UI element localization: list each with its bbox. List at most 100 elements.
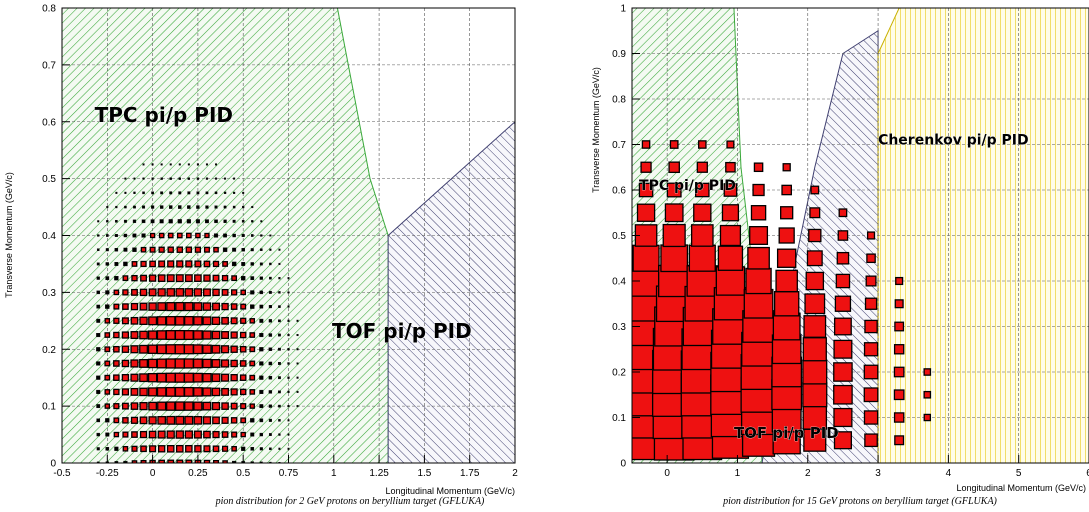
data-box: [174, 386, 185, 397]
data-box: [240, 317, 247, 324]
region-label: TPC pi/p PID: [639, 178, 736, 194]
figure-caption: pion distribution for 15 GeV protons on …: [722, 496, 997, 507]
data-box: [140, 274, 147, 282]
data-box: [187, 177, 191, 180]
data-box: [156, 387, 167, 397]
data-box: [175, 288, 185, 297]
data-box: [148, 430, 157, 439]
data-box: [230, 303, 238, 310]
data-box: [715, 266, 746, 296]
data-box: [239, 360, 247, 367]
data-box: [196, 163, 199, 166]
data-box: [241, 233, 245, 238]
data-box: [156, 330, 167, 340]
data-box: [160, 191, 164, 195]
plot-area: [62, 8, 515, 463]
data-box: [194, 445, 202, 453]
data-box: [96, 304, 101, 309]
data-box: [122, 303, 129, 310]
data-box: [124, 177, 127, 180]
data-box: [168, 205, 173, 209]
data-box: [221, 331, 230, 340]
data-box: [106, 220, 109, 223]
data-box: [139, 330, 148, 340]
data-box: [250, 262, 254, 266]
data-box: [141, 219, 146, 224]
data-box: [772, 312, 801, 341]
data-box: [287, 305, 290, 308]
x-tick-label: 0: [150, 468, 156, 479]
data-box: [115, 191, 118, 194]
data-box: [142, 163, 145, 166]
data-box: [96, 290, 100, 295]
data-box: [233, 177, 236, 180]
data-box: [259, 404, 264, 409]
data-box: [259, 389, 264, 394]
data-box: [175, 301, 185, 312]
data-box: [97, 234, 100, 237]
y-tick-label: 0.4: [42, 231, 56, 242]
data-box: [230, 359, 238, 368]
data-box: [184, 274, 193, 283]
y-tick-label: 0.5: [42, 174, 56, 185]
data-box: [250, 276, 255, 281]
data-box: [249, 403, 255, 409]
data-box: [157, 302, 167, 312]
data-box: [157, 288, 166, 297]
data-box: [184, 401, 194, 411]
data-box: [104, 346, 111, 353]
data-box: [278, 277, 281, 280]
data-box: [666, 182, 682, 198]
data-box: [158, 246, 165, 253]
data-box: [278, 248, 281, 251]
data-box: [148, 401, 157, 411]
data-box: [296, 405, 299, 408]
data-box: [104, 403, 111, 409]
data-box: [230, 388, 238, 396]
data-box: [232, 247, 237, 252]
data-box: [278, 333, 281, 337]
data-box: [296, 334, 299, 337]
x-tick-label: 5: [1016, 468, 1022, 479]
data-box: [278, 447, 281, 450]
y-tick-label: 0.2: [42, 345, 56, 356]
data-box: [221, 316, 229, 325]
data-box: [278, 347, 281, 351]
data-box: [833, 384, 853, 405]
data-box: [250, 248, 254, 252]
data-box: [241, 276, 246, 281]
data-box: [249, 318, 256, 324]
data-box: [232, 205, 236, 209]
x-tick-label: -0.25: [96, 468, 119, 479]
data-box: [115, 205, 118, 209]
data-box: [141, 233, 146, 238]
data-box: [893, 344, 905, 355]
data-box: [287, 419, 290, 422]
data-box: [268, 390, 273, 394]
data-box: [133, 205, 136, 209]
data-box: [130, 316, 139, 325]
data-box: [167, 232, 174, 239]
x-tick-label: 6: [1086, 468, 1089, 479]
data-box: [804, 293, 826, 315]
data-box: [194, 260, 202, 268]
data-box: [193, 302, 203, 312]
data-box: [221, 402, 229, 410]
data-box: [105, 290, 110, 295]
data-box: [775, 269, 798, 293]
data-box: [287, 390, 290, 394]
data-box: [185, 260, 193, 268]
data-box: [721, 204, 740, 222]
data-box: [105, 248, 109, 252]
data-box: [202, 288, 211, 297]
x-tick-label: 0: [664, 468, 670, 479]
data-box: [167, 246, 174, 253]
data-box: [833, 431, 852, 450]
data-box: [802, 337, 827, 362]
data-box: [151, 205, 155, 209]
data-box: [239, 345, 247, 353]
data-box: [157, 445, 166, 453]
data-box: [96, 389, 101, 394]
data-box: [160, 163, 163, 166]
data-box: [174, 344, 185, 355]
